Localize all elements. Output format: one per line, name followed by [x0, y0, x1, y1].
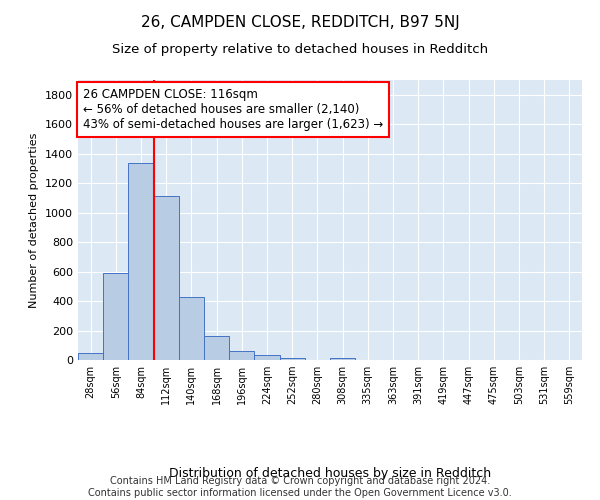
Bar [280, 358, 305, 360]
Text: Contains HM Land Registry data © Crown copyright and database right 2024.
Contai: Contains HM Land Registry data © Crown c… [88, 476, 512, 498]
Bar [330, 358, 355, 360]
Y-axis label: Number of detached properties: Number of detached properties [29, 132, 40, 308]
Bar [204, 336, 229, 360]
Text: 26, CAMPDEN CLOSE, REDDITCH, B97 5NJ: 26, CAMPDEN CLOSE, REDDITCH, B97 5NJ [140, 15, 460, 30]
Bar [229, 351, 254, 360]
Text: Distribution of detached houses by size in Redditch: Distribution of detached houses by size … [169, 467, 491, 480]
Bar [128, 162, 154, 360]
Text: Size of property relative to detached houses in Redditch: Size of property relative to detached ho… [112, 42, 488, 56]
Bar [103, 273, 128, 360]
Bar [78, 352, 103, 360]
Text: 26 CAMPDEN CLOSE: 116sqm
← 56% of detached houses are smaller (2,140)
43% of sem: 26 CAMPDEN CLOSE: 116sqm ← 56% of detach… [83, 88, 383, 132]
Bar [254, 355, 280, 360]
Bar [154, 196, 179, 360]
Bar [179, 296, 204, 360]
